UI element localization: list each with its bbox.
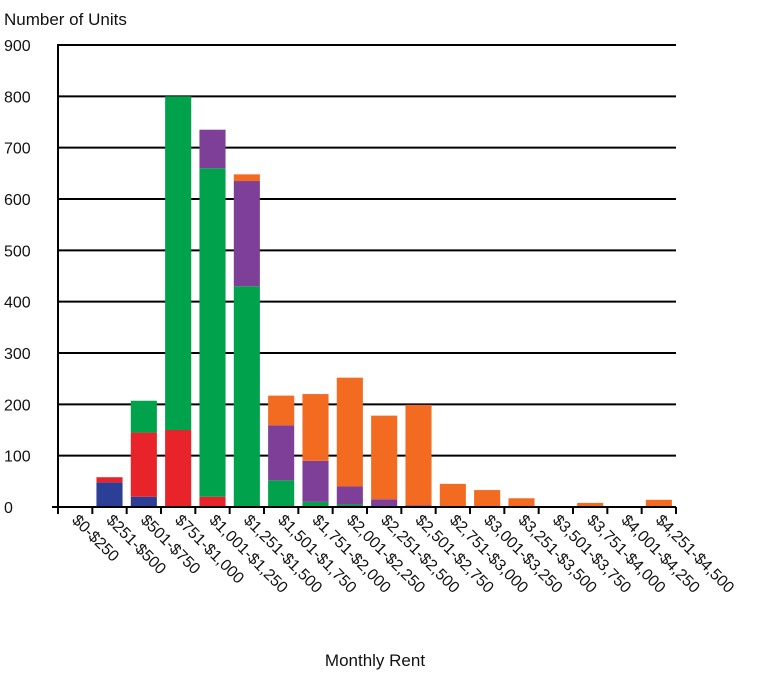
bar-segment: [474, 490, 501, 507]
bars: [96, 96, 672, 507]
y-tick-label: 800: [4, 89, 31, 106]
bar-segment: [336, 486, 363, 505]
y-tick-label: 600: [4, 192, 31, 209]
bar-segment: [199, 496, 226, 507]
bar-segment: [233, 174, 260, 182]
bar-segment: [405, 404, 432, 506]
bar-segment: [302, 394, 329, 461]
y-tick-label: 0: [4, 500, 13, 517]
bar-segment: [336, 504, 363, 507]
bar-segment: [268, 425, 295, 481]
bar-segment: [302, 501, 329, 507]
bar-segment: [371, 415, 398, 500]
bar-segment: [165, 430, 192, 507]
y-axis-title: Number of Units: [4, 10, 127, 29]
gridlines: [58, 44, 676, 457]
bar-segment: [130, 496, 157, 507]
bar-segment: [336, 377, 363, 487]
bar-segment: [96, 482, 123, 507]
y-tick-label: 500: [4, 243, 31, 260]
bar-segment: [165, 96, 192, 430]
bar-segment: [302, 460, 329, 502]
bar-segment: [130, 432, 157, 497]
bar-segment: [268, 480, 295, 507]
bar-segment: [439, 483, 466, 507]
y-tick-label: 700: [4, 141, 31, 158]
x-axis-title: Monthly Rent: [325, 651, 425, 670]
y-tick-label: 400: [4, 295, 31, 312]
y-tick-label: 300: [4, 346, 31, 363]
x-tick-labels: $0-$250$251-$500$501-$750$751-$1,000$1,0…: [68, 512, 737, 597]
bar-segment: [508, 498, 535, 507]
y-tick-label: 900: [4, 38, 31, 55]
bar-segment: [645, 499, 672, 507]
bar-segment: [199, 168, 226, 497]
bar-segment: [233, 286, 260, 507]
bar-segment: [371, 499, 398, 507]
bar-segment: [199, 129, 226, 169]
y-tick-label: 100: [4, 449, 31, 466]
y-tick-label: 200: [4, 397, 31, 414]
bar-segment: [233, 181, 260, 287]
bar-segment: [268, 395, 295, 426]
y-tick-labels: 0 100 200 300 400 500 600 700 800 900: [4, 38, 31, 517]
bar-segment: [130, 400, 157, 433]
bar-segment: [577, 502, 604, 507]
axes: [52, 44, 677, 514]
bar-segment: [96, 477, 123, 483]
